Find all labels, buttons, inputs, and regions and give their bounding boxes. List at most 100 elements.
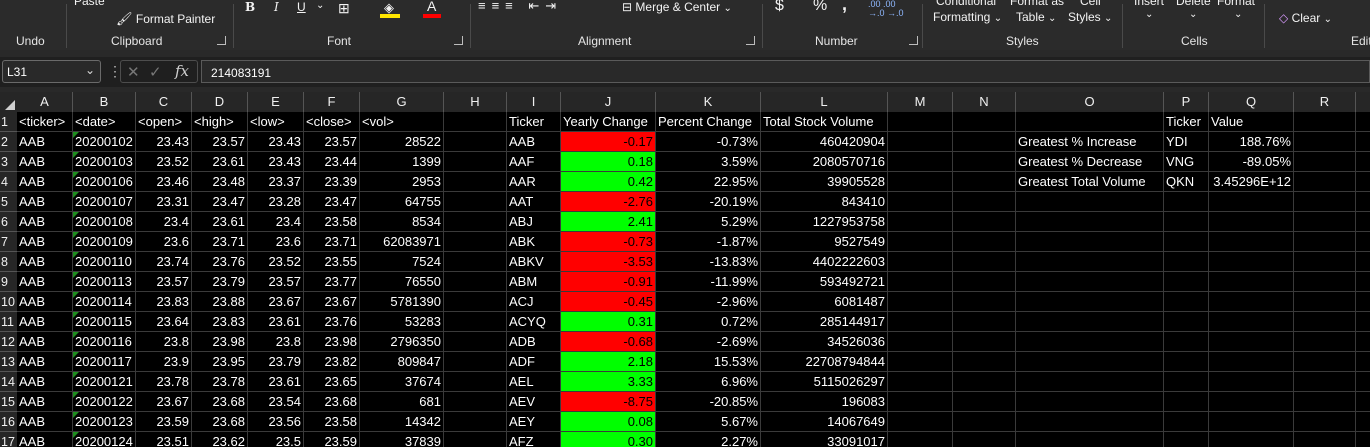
- format-as-table-button[interactable]: Table ⌄: [1016, 10, 1057, 24]
- merge-center-button[interactable]: ⊟ Merge & Center ⌄: [622, 0, 732, 14]
- column-header-k[interactable]: K: [656, 92, 761, 112]
- row-header-3[interactable]: 3: [0, 152, 17, 172]
- stock-cell[interactable]: 23.28: [268, 194, 301, 209]
- row-header-17[interactable]: 17: [0, 432, 17, 447]
- header-cell[interactable]: <close>: [306, 114, 352, 129]
- stock-cell[interactable]: 23.77: [324, 274, 357, 289]
- percent-change-cell[interactable]: 2.27%: [721, 434, 758, 447]
- total-volume-cell[interactable]: 4402222603: [812, 254, 885, 269]
- stock-cell[interactable]: AAB: [19, 154, 46, 169]
- header-cell[interactable]: <high>: [194, 114, 234, 129]
- row-header-16[interactable]: 16: [0, 412, 17, 432]
- stock-cell[interactable]: 23.71: [212, 234, 245, 249]
- row-header-14[interactable]: 14: [0, 372, 17, 392]
- greatest-label-cell[interactable]: Greatest Total Volume: [1018, 174, 1146, 189]
- stock-cell[interactable]: AAB: [19, 254, 46, 269]
- stock-cell[interactable]: 23.64: [156, 314, 189, 329]
- stock-cell[interactable]: 53283: [404, 314, 441, 329]
- stock-cell[interactable]: 8534: [412, 214, 441, 229]
- total-volume-cell[interactable]: 9527549: [834, 234, 885, 249]
- stock-cell[interactable]: 23.76: [324, 314, 357, 329]
- greatest-label-cell[interactable]: Greatest % Increase: [1018, 134, 1137, 149]
- stock-cell[interactable]: 23.57: [212, 134, 245, 149]
- column-header-f[interactable]: F: [304, 92, 360, 112]
- row-header-7[interactable]: 7: [0, 232, 17, 252]
- total-volume-cell[interactable]: 460420904: [819, 134, 885, 149]
- total-volume-cell[interactable]: 593492721: [819, 274, 885, 289]
- stock-cell[interactable]: 23.71: [324, 234, 357, 249]
- stock-cell[interactable]: 23.98: [212, 334, 245, 349]
- column-header-b[interactable]: B: [73, 92, 136, 112]
- stock-cell[interactable]: 20200107: [75, 194, 133, 209]
- cancel-icon[interactable]: ✕: [127, 64, 140, 81]
- stock-cell[interactable]: 28522: [404, 134, 441, 149]
- stock-cell[interactable]: 23.79: [212, 274, 245, 289]
- stock-cell[interactable]: 23.39: [324, 174, 357, 189]
- stock-cell[interactable]: 23.56: [268, 414, 301, 429]
- clipboard-launcher-icon[interactable]: [217, 36, 226, 45]
- stock-cell[interactable]: AAB: [19, 234, 46, 249]
- percent-change-cell[interactable]: -1.87%: [716, 234, 758, 249]
- column-header-g[interactable]: G: [360, 92, 444, 112]
- stock-cell[interactable]: 20200123: [75, 414, 133, 429]
- stock-cell[interactable]: AAB: [19, 434, 46, 447]
- yearly-change-cell[interactable]: -0.17: [561, 132, 655, 151]
- total-volume-cell[interactable]: 39905528: [827, 174, 885, 189]
- row-header-11[interactable]: 11: [0, 312, 17, 332]
- yearly-change-cell[interactable]: -0.45: [561, 292, 655, 311]
- stock-cell[interactable]: 7524: [412, 254, 441, 269]
- bold-button[interactable]: B: [245, 0, 256, 14]
- yearly-change-cell[interactable]: 0.30: [561, 432, 655, 447]
- stock-cell[interactable]: 1399: [412, 154, 441, 169]
- stock-cell[interactable]: 62083971: [383, 234, 441, 249]
- stock-cell[interactable]: 23.78: [156, 374, 189, 389]
- stock-cell[interactable]: 23.68: [212, 414, 245, 429]
- insert-button[interactable]: Insert: [1134, 0, 1165, 8]
- select-all-corner[interactable]: [0, 92, 17, 112]
- stock-cell[interactable]: AAB: [19, 174, 46, 189]
- yearly-change-cell[interactable]: -8.75: [561, 392, 655, 411]
- format-as-table-top[interactable]: Format as: [1010, 0, 1065, 8]
- column-header-j[interactable]: J: [561, 92, 656, 112]
- column-header-p[interactable]: P: [1164, 92, 1209, 112]
- more-options-icon[interactable]: ⋮: [108, 63, 122, 79]
- ticker-cell[interactable]: ADF: [509, 354, 535, 369]
- column-header-o[interactable]: O: [1016, 92, 1164, 112]
- stock-cell[interactable]: 23.4: [163, 214, 189, 229]
- stock-cell[interactable]: 23.46: [156, 174, 189, 189]
- stock-cell[interactable]: 23.5: [275, 434, 301, 447]
- yearly-change-cell[interactable]: -2.76: [561, 192, 655, 211]
- yearly-change-cell[interactable]: 2.41: [561, 212, 655, 231]
- row-header-10[interactable]: 10: [0, 292, 17, 312]
- column-header-a[interactable]: A: [17, 92, 73, 112]
- stock-cell[interactable]: 23.65: [324, 374, 357, 389]
- stock-cell[interactable]: 23.52: [268, 254, 301, 269]
- column-header-q[interactable]: Q: [1209, 92, 1294, 112]
- stock-cell[interactable]: 23.55: [324, 254, 357, 269]
- ticker-cell[interactable]: ACJ: [509, 294, 534, 309]
- stock-cell[interactable]: 23.31: [156, 194, 189, 209]
- ticker-cell[interactable]: AEL: [509, 374, 534, 389]
- ticker-cell[interactable]: ACYQ: [509, 314, 546, 329]
- ticker-cell[interactable]: AAT: [509, 194, 534, 209]
- stock-cell[interactable]: 20200114: [75, 294, 132, 309]
- yearly-change-cell[interactable]: 3.33: [561, 372, 655, 391]
- percent-change-cell[interactable]: 15.53%: [713, 354, 758, 369]
- clear-button[interactable]: ◇ Clear ⌄: [1279, 11, 1332, 25]
- stock-cell[interactable]: 37839: [404, 434, 441, 447]
- greatest-ticker-cell[interactable]: QKN: [1166, 174, 1195, 189]
- greatest-ticker-cell[interactable]: VNG: [1166, 154, 1195, 169]
- percent-change-cell[interactable]: 5.29%: [721, 214, 758, 229]
- total-volume-cell[interactable]: 196083: [841, 394, 885, 409]
- stock-cell[interactable]: AAB: [19, 374, 46, 389]
- stock-cell[interactable]: 23.98: [324, 334, 357, 349]
- stock-cell[interactable]: 23.48: [212, 174, 245, 189]
- yearly-change-cell[interactable]: 2.18: [561, 352, 655, 371]
- stock-cell[interactable]: 2796350: [390, 334, 441, 349]
- font-launcher-icon[interactable]: [454, 36, 463, 45]
- stock-cell[interactable]: 20200116: [75, 334, 132, 349]
- stock-cell[interactable]: 23.61: [268, 374, 301, 389]
- ticker-cell[interactable]: ABK: [509, 234, 536, 249]
- ticker-cell[interactable]: AEV: [509, 394, 536, 409]
